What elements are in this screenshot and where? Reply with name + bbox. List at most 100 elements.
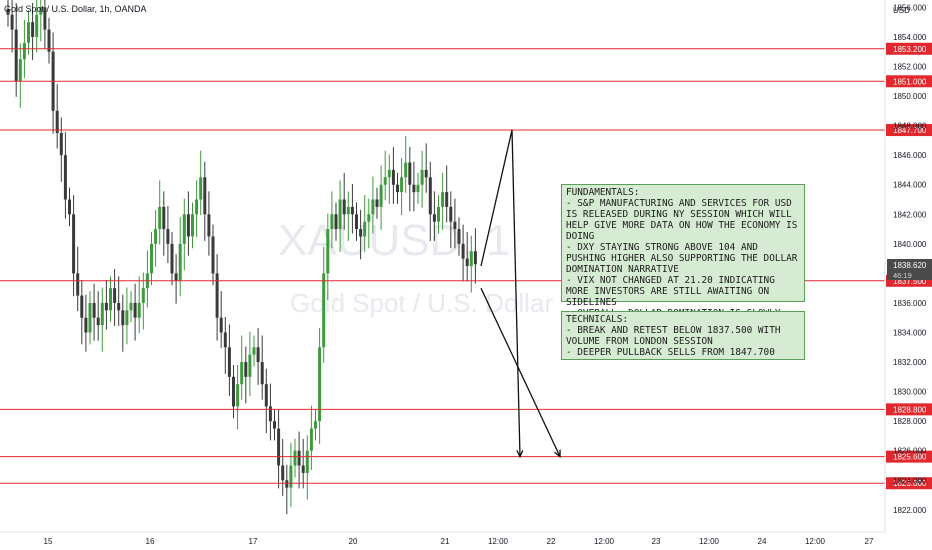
candle-body xyxy=(203,177,207,215)
level-tag xyxy=(886,450,932,463)
candle xyxy=(437,195,440,234)
candle-body xyxy=(141,288,145,303)
candle-body xyxy=(457,229,461,244)
projection-path[interactable] xyxy=(480,129,561,459)
candle xyxy=(363,195,367,252)
x-tick-label: 12:00 xyxy=(488,537,509,546)
candle-body xyxy=(170,243,174,274)
candle xyxy=(72,195,76,297)
candle xyxy=(404,135,408,193)
candle-body xyxy=(445,192,449,207)
candle xyxy=(400,158,404,216)
candle xyxy=(215,254,219,341)
currency-label: USD xyxy=(893,6,910,15)
candle xyxy=(154,209,158,267)
candle xyxy=(297,431,301,489)
candle xyxy=(100,287,104,352)
candle xyxy=(186,191,190,256)
candle xyxy=(264,368,268,433)
candle-body xyxy=(400,177,404,193)
candle xyxy=(92,283,96,341)
candle-body xyxy=(215,273,219,318)
candle-body xyxy=(449,206,453,222)
candle xyxy=(104,280,108,330)
candle xyxy=(301,438,305,489)
candle xyxy=(68,187,71,227)
candle xyxy=(232,365,235,419)
technicals-note[interactable]: TECHNICALS: - BREAK AND RETEST BELOW 183… xyxy=(561,311,805,360)
candle xyxy=(109,276,112,323)
candle-body xyxy=(195,199,199,215)
candle-body xyxy=(424,169,428,178)
candle-body xyxy=(10,14,14,30)
y-tick-label: 1834.000 xyxy=(893,329,927,338)
candle xyxy=(293,438,297,478)
candle xyxy=(326,213,330,300)
candle-body xyxy=(289,465,293,488)
candle xyxy=(371,176,375,234)
candle-body xyxy=(80,295,84,318)
level-line: 1823.800 xyxy=(0,477,932,490)
candle xyxy=(6,0,10,27)
candle xyxy=(391,147,395,204)
candle xyxy=(461,224,465,282)
candle xyxy=(305,435,309,500)
candle xyxy=(416,172,420,204)
candle-body xyxy=(256,347,260,363)
candle-body xyxy=(277,428,281,466)
candle xyxy=(10,0,14,53)
candle-body xyxy=(35,14,39,37)
candle-body xyxy=(297,450,301,466)
candle-body xyxy=(31,22,35,37)
candle xyxy=(170,232,174,286)
candle xyxy=(334,202,338,241)
time-axis[interactable]: 15 16 17 20 21 12:00 22 12:00 23 12:00 24 12:00 27 xyxy=(0,531,885,546)
y-tick-label: 1826.000 xyxy=(893,447,927,456)
candle-body xyxy=(326,229,330,274)
watermark: XAUUSD, 1 Gold Spot / U.S. Dollar xyxy=(278,216,553,318)
candle-body xyxy=(383,177,387,185)
x-tick-label: 12:00 xyxy=(699,537,720,546)
candle-body xyxy=(412,184,416,193)
candle xyxy=(84,294,88,352)
candle xyxy=(432,191,436,241)
candle-body xyxy=(158,206,162,230)
symbol-legend[interactable]: Gold Spot / U.S. Dollar, 1h, OANDA xyxy=(4,4,147,14)
fundamentals-note[interactable]: FUNDAMENTALS: - S&P MANUFACTURING AND SE… xyxy=(561,184,805,330)
y-tick-label: 1852.000 xyxy=(893,63,927,72)
candle-body xyxy=(96,317,100,326)
candle-body xyxy=(76,273,80,296)
candle-body xyxy=(100,302,104,326)
candle xyxy=(428,161,432,241)
candle-body xyxy=(391,169,395,185)
candle xyxy=(219,291,223,349)
candle-body xyxy=(191,214,194,237)
candle-body xyxy=(18,59,22,82)
y-tick-label: 1844.000 xyxy=(893,181,927,190)
candle xyxy=(117,276,121,326)
current-price-value: 1838.620 xyxy=(893,261,927,270)
candle xyxy=(268,383,272,441)
arrow-head xyxy=(516,449,524,459)
candle xyxy=(383,150,387,201)
candle xyxy=(166,206,170,264)
candle xyxy=(252,335,256,367)
candle xyxy=(469,235,473,293)
y-tick-label: 1830.000 xyxy=(893,388,927,397)
candle xyxy=(445,165,449,223)
candle-body xyxy=(47,29,51,52)
candle-body xyxy=(428,177,432,215)
candle xyxy=(387,154,391,204)
x-tick-label: 27 xyxy=(865,537,874,546)
candle xyxy=(441,172,445,230)
y-tick-label: 1840.000 xyxy=(893,240,927,249)
candle xyxy=(449,191,453,249)
candle xyxy=(367,198,371,249)
horizontal-levels[interactable]: 1853.200 1851.000 1847.700 1837.500 1828.800… xyxy=(0,42,932,490)
candle-body xyxy=(121,310,125,326)
candle xyxy=(465,232,469,282)
bar-countdown: 46:19 xyxy=(893,271,912,280)
candle-body xyxy=(150,243,153,274)
candle xyxy=(145,250,149,308)
